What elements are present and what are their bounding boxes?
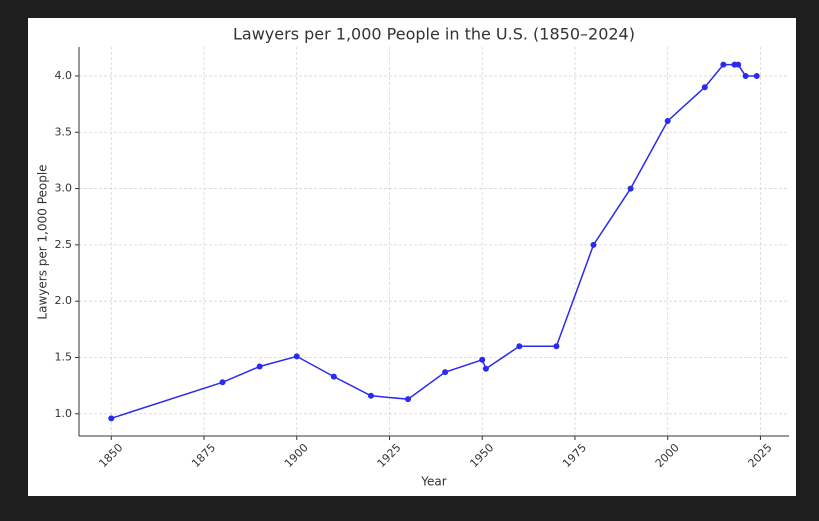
- data-point: [479, 356, 486, 363]
- chart-title: Lawyers per 1,000 People in the U.S. (18…: [233, 25, 635, 44]
- data-point: [664, 117, 671, 124]
- x-axis-label: Year: [420, 475, 446, 489]
- data-point: [482, 365, 489, 372]
- y-tick-label: 4.0: [55, 69, 73, 82]
- data-point: [627, 185, 634, 192]
- y-tick-label: 2.0: [55, 294, 73, 307]
- y-tick-label: 2.5: [55, 238, 73, 251]
- data-point: [405, 396, 412, 403]
- data-point: [720, 61, 727, 68]
- chart-background: [28, 18, 796, 496]
- data-point: [442, 369, 449, 376]
- data-point: [108, 415, 115, 422]
- data-point: [219, 379, 226, 386]
- data-point: [735, 61, 742, 68]
- data-point: [256, 363, 263, 370]
- data-point: [590, 241, 597, 248]
- y-tick-label: 1.0: [55, 407, 73, 420]
- y-tick-label: 3.0: [55, 182, 73, 195]
- data-point: [701, 84, 708, 91]
- data-point: [516, 343, 523, 350]
- data-point: [742, 72, 749, 79]
- y-axis-label: Lawyers per 1,000 People: [36, 164, 50, 319]
- data-point: [330, 373, 337, 380]
- data-point: [753, 72, 760, 79]
- data-point: [293, 353, 300, 360]
- data-point: [553, 343, 560, 350]
- y-tick-label: 3.5: [55, 125, 73, 138]
- data-point: [367, 392, 374, 399]
- y-tick-label: 1.5: [55, 351, 73, 364]
